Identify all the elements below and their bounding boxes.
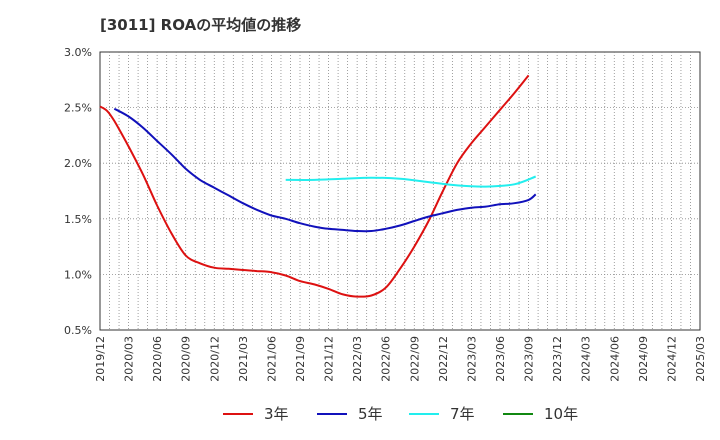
legend-label-2: 7年 (450, 405, 475, 423)
x-tick-label: 2020/03 (123, 336, 136, 382)
legend-label-0: 3年 (264, 405, 289, 423)
chart-title: [3011] ROAの平均値の推移 (100, 16, 302, 34)
x-tick-label: 2024/12 (665, 336, 678, 382)
plot-frame (99, 51, 701, 331)
y-tick-label: 2.0% (64, 157, 92, 170)
series-line-2 (285, 175, 537, 188)
x-tick-label: 2022/09 (408, 336, 421, 382)
x-tick-label: 2021/03 (237, 336, 250, 382)
x-tick-label: 2019/12 (94, 336, 107, 382)
y-tick-label: 3.0% (64, 46, 92, 59)
horizontal-gridlines (100, 107, 700, 275)
legend: 3年 5年 7年 10年 (223, 405, 578, 423)
series-line-1 (113, 107, 537, 233)
x-tick-label: 2021/12 (323, 336, 336, 382)
x-tick-label: 2022/06 (380, 336, 393, 382)
y-axis-ticks: 3.0% 2.5% 2.0% 1.5% 1.0% 0.5% (64, 46, 92, 337)
x-tick-label: 2020/06 (151, 336, 164, 382)
series-line-0 (99, 74, 530, 298)
x-tick-label: 2025/03 (694, 336, 707, 382)
y-tick-label: 0.5% (64, 324, 92, 337)
x-tick-label: 2023/06 (494, 336, 507, 382)
x-axis-ticks: 2019/12 2020/03 2020/06 2020/09 2020/12 2021/… (94, 336, 707, 382)
x-tick-label: 2020/09 (180, 336, 193, 382)
x-tick-label: 2021/06 (265, 336, 278, 382)
x-tick-label: 2023/03 (465, 336, 478, 382)
x-tick-label: 2022/03 (351, 336, 364, 382)
x-tick-label: 2023/09 (523, 336, 536, 382)
y-tick-label: 1.0% (64, 268, 92, 281)
x-tick-label: 2024/09 (637, 336, 650, 382)
y-tick-label: 1.5% (64, 213, 92, 226)
x-tick-label: 2020/12 (208, 336, 221, 382)
y-tick-label: 2.5% (64, 102, 92, 115)
x-tick-label: 2023/12 (551, 336, 564, 382)
x-tick-label: 2024/06 (608, 336, 621, 382)
x-tick-label: 2022/12 (437, 336, 450, 382)
series-lines (99, 74, 537, 298)
plot-area (99, 51, 701, 331)
legend-label-1: 5年 (358, 405, 383, 423)
x-tick-label: 2024/03 (580, 336, 593, 382)
x-tick-label: 2021/09 (294, 336, 307, 382)
legend-label-3: 10年 (544, 405, 578, 423)
vertical-gridlines (109, 52, 691, 330)
